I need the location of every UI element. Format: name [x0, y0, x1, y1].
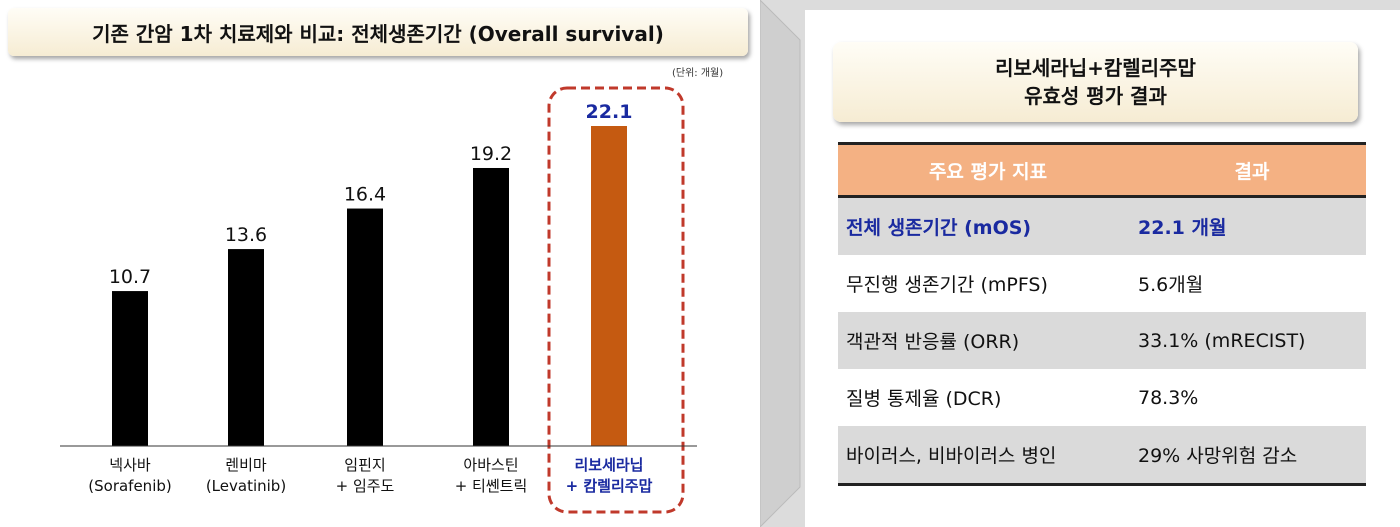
table-row: 바이러스, 비바이러스 병인 29% 사망위험 감소: [838, 426, 1366, 486]
bar-value-label: 22.1: [586, 101, 633, 123]
category-label: 리보세라닙 + 캄렐리주맙: [549, 455, 669, 497]
result-cell: 78.3%: [1138, 369, 1366, 426]
bar-value-label: 10.7: [109, 266, 151, 288]
category-label-line2: (Levatinib): [205, 477, 287, 495]
results-title: 리보세라닙+캄렐리주맙 유효성 평가 결과: [833, 42, 1358, 122]
bar-value-label: 16.4: [344, 184, 386, 206]
header-metric: 주요 평가 지표: [838, 142, 1138, 198]
table-header-row: 주요 평가 지표 결과: [838, 142, 1366, 198]
category-label: 넥사바 (Sorafenib): [70, 455, 190, 497]
table-row: 객관적 반응률 (ORR) 33.1% (mRECIST): [838, 312, 1366, 369]
category-label-line2: + 캄렐리주맙: [565, 477, 653, 495]
bar-2: [347, 208, 383, 446]
table-row: 전체 생존기간 (mOS) 22.1 개월: [838, 196, 1366, 255]
header-result: 결과: [1138, 142, 1366, 198]
table-row: 질병 통제율 (DCR) 78.3%: [838, 369, 1366, 426]
metric-cell: 전체 생존기간 (mOS): [838, 196, 1138, 255]
category-label: 임핀지 + 임주도: [305, 455, 425, 497]
result-cell: 5.6개월: [1138, 255, 1366, 312]
metric-cell: 바이러스, 비바이러스 병인: [838, 426, 1138, 486]
category-label: 렌비마 (Levatinib): [186, 455, 306, 497]
bar-value-label: 19.2: [470, 143, 512, 165]
metric-cell: 무진행 생존기간 (mPFS): [838, 255, 1138, 312]
category-label-line2: + 티쎈트릭: [454, 477, 528, 495]
unit-label: (단위: 개월): [672, 68, 724, 79]
result-cell: 29% 사망위험 감소: [1138, 426, 1366, 486]
results-table: 주요 평가 지표 결과 전체 생존기간 (mOS) 22.1 개월 무진행 생존…: [838, 142, 1366, 486]
category-label-line1: 넥사바: [109, 456, 151, 474]
category-label-line1: 리보세라닙: [574, 456, 644, 474]
chevron-divider: [760, 0, 801, 527]
category-label-line2: (Sorafenib): [88, 477, 172, 495]
category-label-line1: 임핀지: [344, 456, 386, 474]
bar-1: [228, 249, 264, 446]
bar-chart: 10.7 13.6 16.4 19.2 22.1: [60, 86, 697, 514]
bar-0: [112, 291, 148, 446]
category-label-line1: 렌비마: [225, 456, 267, 474]
bar-3: [473, 167, 509, 446]
result-cell: 22.1 개월: [1138, 196, 1366, 255]
highlight-box: [547, 86, 685, 514]
category-label-line2: + 임주도: [335, 477, 395, 495]
metric-cell: 객관적 반응률 (ORR): [838, 312, 1138, 369]
category-label: 아바스틴 + 티쎈트릭: [431, 455, 551, 497]
category-label-line1: 아바스틴: [463, 456, 519, 474]
chart-title: 기존 간암 1차 치료제와 비교: 전체생존기간 (Overall surviv…: [8, 8, 748, 56]
metric-cell: 질병 통제율 (DCR): [838, 369, 1138, 426]
results-title-line2: 유효성 평가 결과: [1024, 84, 1167, 108]
result-cell: 33.1% (mRECIST): [1138, 312, 1366, 369]
table-row: 무진행 생존기간 (mPFS) 5.6개월: [838, 255, 1366, 312]
bar-value-label: 13.6: [225, 224, 267, 246]
bar-4: [591, 126, 627, 446]
results-title-line1: 리보세라닙+캄렐리주맙: [995, 56, 1196, 80]
